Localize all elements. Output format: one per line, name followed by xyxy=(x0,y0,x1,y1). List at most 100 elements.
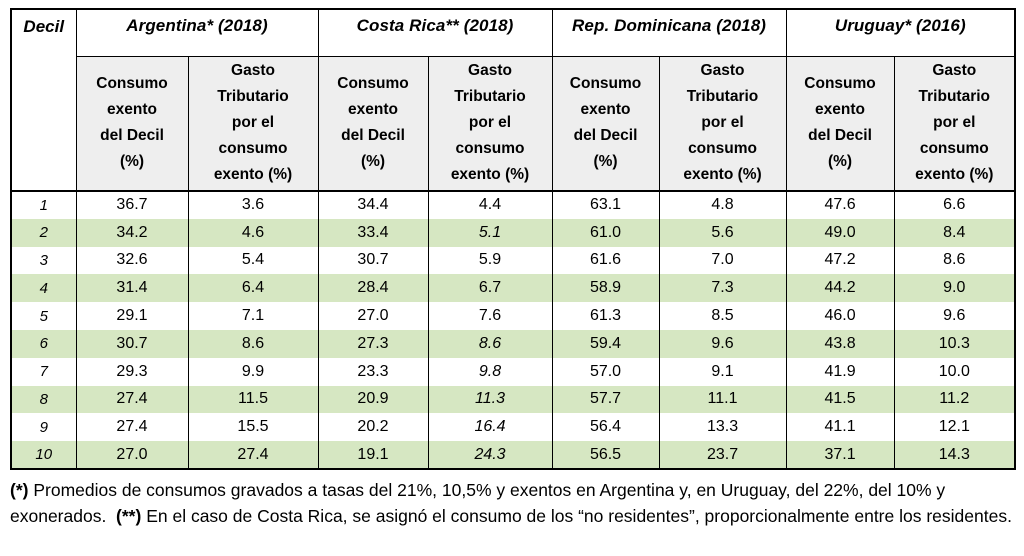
value-cell: 12.1 xyxy=(893,413,1016,442)
value-cell: 9.9 xyxy=(187,357,319,386)
value-cell: 47.2 xyxy=(785,246,895,275)
value-cell: 28.4 xyxy=(317,274,429,303)
footnote-text: En el caso de Costa Rica, se asignó el c… xyxy=(141,505,1012,526)
table-row: 5 29.1 7.1 27.0 7.6 61.3 8.5 46.0 9.6 xyxy=(10,302,1016,330)
decil-cell: 1 xyxy=(10,191,77,219)
value-cell: 9.6 xyxy=(893,302,1016,330)
subheader-rep-dominicana-consumo: Consumo exento del Decil (%) xyxy=(551,55,660,192)
value-cell: 14.3 xyxy=(893,441,1016,469)
value-cell: 41.9 xyxy=(785,357,895,386)
value-cell: 7.3 xyxy=(658,274,787,303)
value-cell: 6.7 xyxy=(427,274,553,303)
value-cell: 56.4 xyxy=(551,413,660,442)
value-cell: 41.1 xyxy=(785,413,895,442)
value-cell: 6.6 xyxy=(893,191,1016,219)
value-cell: 32.6 xyxy=(75,246,189,275)
value-cell: 27.3 xyxy=(317,329,429,358)
subheader-costa-rica-gasto: Gasto Tributario por el consumo exento (… xyxy=(427,55,553,192)
value-cell: 15.5 xyxy=(187,413,319,442)
value-cell: 8.6 xyxy=(427,329,553,358)
table-row: 6 30.7 8.6 27.3 8.6 59.4 9.6 43.8 10.3 xyxy=(10,329,1016,358)
country-header-rep-dominicana: Rep. Dominicana (2018) xyxy=(551,8,787,57)
value-cell: 5.6 xyxy=(658,218,787,247)
value-cell: 11.1 xyxy=(658,385,787,414)
decil-cell: 6 xyxy=(10,329,77,358)
value-cell: 29.1 xyxy=(75,302,189,330)
subheader-costa-rica-consumo: Consumo exento del Decil (%) xyxy=(317,55,429,192)
country-header-uruguay: Uruguay* (2016) xyxy=(785,8,1016,57)
value-cell: 16.4 xyxy=(427,413,553,442)
value-cell: 27.4 xyxy=(75,385,189,414)
value-cell: 27.4 xyxy=(75,413,189,442)
value-cell: 9.1 xyxy=(658,357,787,386)
value-cell: 13.3 xyxy=(658,413,787,442)
value-cell: 10.0 xyxy=(893,357,1016,386)
subheader-uruguay-gasto: Gasto Tributario por el consumo exento (… xyxy=(893,55,1016,192)
value-cell: 24.3 xyxy=(427,441,553,469)
value-cell: 8.4 xyxy=(893,218,1016,247)
value-cell: 57.7 xyxy=(551,385,660,414)
value-cell: 27.4 xyxy=(187,441,319,469)
value-cell: 3.6 xyxy=(187,191,319,219)
table-row: 2 34.2 4.6 33.4 5.1 61.0 5.6 49.0 8.4 xyxy=(10,218,1016,247)
value-cell: 34.2 xyxy=(75,218,189,247)
value-cell: 9.0 xyxy=(893,274,1016,303)
value-cell: 8.5 xyxy=(658,302,787,330)
value-cell: 30.7 xyxy=(317,246,429,275)
value-cell: 5.4 xyxy=(187,246,319,275)
footnote-marker: (*) xyxy=(10,479,29,500)
subheader-argentina-consumo: Consumo exento del Decil (%) xyxy=(75,55,189,192)
decil-cell: 9 xyxy=(10,413,77,442)
table-row: 3 32.6 5.4 30.7 5.9 61.6 7.0 47.2 8.6 xyxy=(10,246,1016,275)
value-cell: 5.9 xyxy=(427,246,553,275)
value-cell: 19.1 xyxy=(317,441,429,469)
value-cell: 4.8 xyxy=(658,191,787,219)
value-cell: 61.3 xyxy=(551,302,660,330)
value-cell: 27.0 xyxy=(75,441,189,469)
value-cell: 61.6 xyxy=(551,246,660,275)
table-row: 4 31.4 6.4 28.4 6.7 58.9 7.3 44.2 9.0 xyxy=(10,274,1016,303)
country-header-costa-rica: Costa Rica** (2018) xyxy=(317,8,553,57)
subheader-argentina-gasto: Gasto Tributario por el consumo exento (… xyxy=(187,55,319,192)
value-cell: 46.0 xyxy=(785,302,895,330)
value-cell: 11.2 xyxy=(893,385,1016,414)
value-cell: 47.6 xyxy=(785,191,895,219)
footnote-marker: (**) xyxy=(116,505,142,526)
decil-cell: 4 xyxy=(10,274,77,303)
decil-column-header: Decil xyxy=(10,8,77,192)
value-cell: 34.4 xyxy=(317,191,429,219)
value-cell: 29.3 xyxy=(75,357,189,386)
value-cell: 37.1 xyxy=(785,441,895,469)
value-cell: 20.9 xyxy=(317,385,429,414)
value-cell: 61.0 xyxy=(551,218,660,247)
value-cell: 9.6 xyxy=(658,329,787,358)
value-cell: 33.4 xyxy=(317,218,429,247)
value-cell: 8.6 xyxy=(187,329,319,358)
decil-cell: 5 xyxy=(10,302,77,330)
table-row: 9 27.4 15.5 20.2 16.4 56.4 13.3 41.1 12.1 xyxy=(10,413,1016,442)
value-cell: 36.7 xyxy=(75,191,189,219)
decil-cell: 10 xyxy=(10,441,77,469)
table-row: 8 27.4 11.5 20.9 11.3 57.7 11.1 41.5 11.2 xyxy=(10,385,1016,414)
decil-cell: 7 xyxy=(10,357,77,386)
value-cell: 7.1 xyxy=(187,302,319,330)
value-cell: 23.7 xyxy=(658,441,787,469)
value-cell: 27.0 xyxy=(317,302,429,330)
value-cell: 7.0 xyxy=(658,246,787,275)
subheader-uruguay-consumo: Consumo exento del Decil (%) xyxy=(785,55,895,192)
value-cell: 4.4 xyxy=(427,191,553,219)
value-cell: 6.4 xyxy=(187,274,319,303)
country-header-argentina: Argentina* (2018) xyxy=(75,8,319,57)
value-cell: 4.6 xyxy=(187,218,319,247)
value-cell: 59.4 xyxy=(551,329,660,358)
value-cell: 57.0 xyxy=(551,357,660,386)
decil-cell: 8 xyxy=(10,385,77,414)
value-cell: 7.6 xyxy=(427,302,553,330)
footnote-text: Promedios de consumos gravados a tasas d… xyxy=(10,479,946,526)
value-cell: 20.2 xyxy=(317,413,429,442)
value-cell: 10.3 xyxy=(893,329,1016,358)
country-header-row: Decil Argentina* (2018) Costa Rica** (20… xyxy=(10,8,1016,192)
decil-cell: 2 xyxy=(10,218,77,247)
sub-header-row: Consumo exento del Decil (%) Gasto Tribu… xyxy=(11,55,1016,192)
